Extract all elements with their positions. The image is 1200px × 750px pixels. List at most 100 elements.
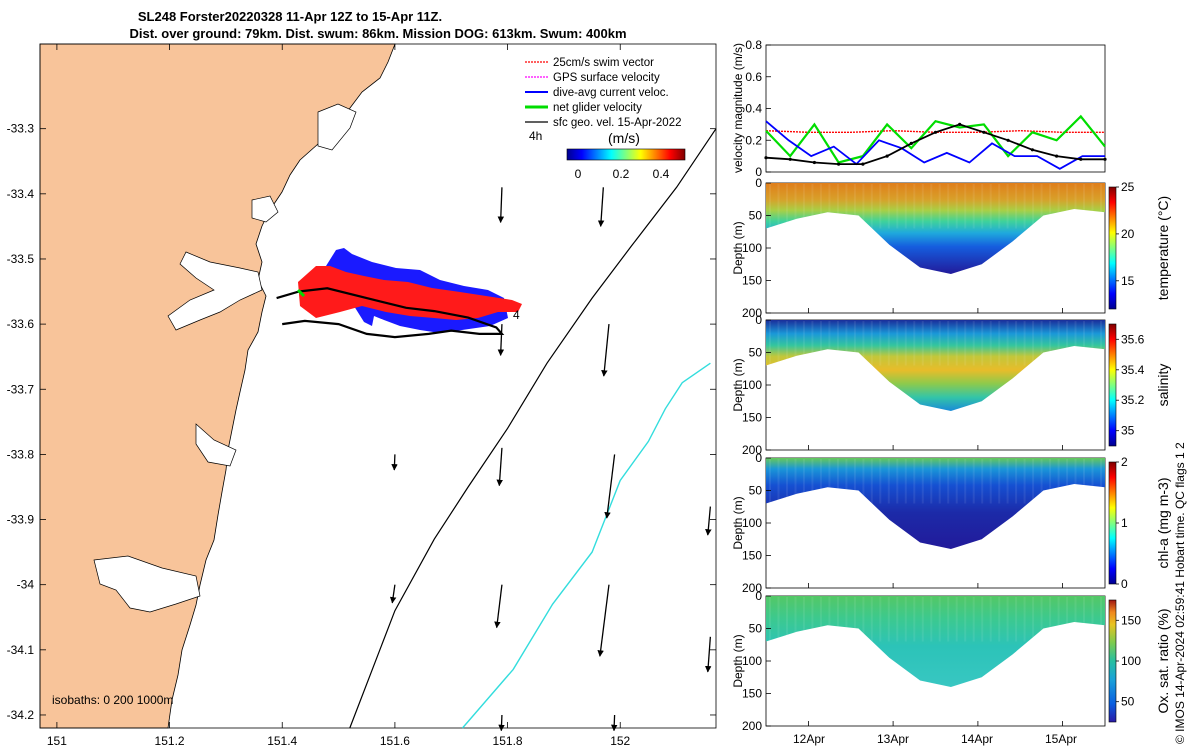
title-line-1: SL248 Forster20220328 11-Apr 12Z to 15-A… <box>138 9 442 24</box>
legend-gps-label: GPS surface velocity <box>553 72 660 84</box>
track-label: 4 <box>513 308 520 322</box>
velocity-series <box>764 114 1107 170</box>
section-ylabel: Depth (m) <box>731 634 745 687</box>
map-y-axis: -33.3 -33.4 -33.5 -33.6 -33.7 -33.8 -33.9 -34 -3… <box>7 122 716 722</box>
colorbar-tick-label: 0 <box>1121 577 1128 591</box>
section-colorbar <box>1108 186 1117 310</box>
section-y-tick-label: 150 <box>742 411 762 425</box>
section-y-tick-label: 50 <box>749 209 763 223</box>
geo-vector-arrow <box>597 584 610 657</box>
section-y-tick-label: 100 <box>742 241 762 255</box>
glider-track-line <box>276 287 505 339</box>
geo-vector-arrow <box>496 447 503 487</box>
geo-vector-arrow <box>601 324 610 377</box>
map-panel: 151 151.2 151.4 151.6 151.8 152 -33.3-33.4-33… <box>7 43 717 748</box>
section-y-tick-label: 100 <box>742 654 762 668</box>
section-y-tick-label: 0 <box>755 451 762 465</box>
colorbar-tick-label: 35.4 <box>1121 363 1145 377</box>
legend-swim-vector-label: 25cm/s swim vector <box>553 57 654 69</box>
title-line-2: Dist. over ground: 79km. Dist. swum: 86k… <box>129 26 626 41</box>
map-colorbar-title: (m/s) <box>608 130 640 146</box>
section-y-tick-label: 150 <box>742 549 762 563</box>
map-estuary <box>167 251 263 331</box>
velocity-point <box>1006 138 1010 142</box>
velocity-point <box>1055 154 1059 158</box>
colorbar-tick-label: 1 <box>1121 516 1128 530</box>
map-colorbar-tick: 0.4 <box>653 167 670 181</box>
map-y-tick-label: -34 <box>17 578 35 592</box>
section-data-fill <box>766 320 1105 411</box>
section-ylabel: Depth (m) <box>731 496 745 549</box>
isobath-1000m-line <box>461 362 711 729</box>
section-colorbar <box>1108 599 1117 723</box>
colorbar-tick-label: 100 <box>1121 654 1141 668</box>
section-y-tick-label: 150 <box>742 687 762 701</box>
geo-vector-arrow <box>389 584 397 604</box>
velocity-point <box>764 156 768 160</box>
section-colorbar <box>1108 461 1117 585</box>
section-ylabel: Depth (m) <box>731 221 745 274</box>
geo-vector-arrow <box>391 454 398 471</box>
geo-vector-arrow <box>597 187 605 227</box>
map-legend: 25cm/s swim vector GPS surface velocity … <box>525 57 686 181</box>
colorbar-tick-label: 150 <box>1121 613 1141 627</box>
map-colorbar-tick: 0 <box>575 167 582 181</box>
velocity-panel: 0 0.2 0.4 0.6 0.8 velocity magnitude (m/s) <box>731 38 1107 179</box>
section-colorbar-label: temperature (°C) <box>1155 196 1171 300</box>
map-y-tick-label: -34.2 <box>7 708 35 722</box>
velocity-y-tick-label: 0.6 <box>745 70 762 84</box>
map-x-axis: 151 151.2 151.4 151.6 151.8 152 <box>47 44 631 748</box>
section-y-tick-label: 200 <box>742 443 762 457</box>
credit-text: © IMOS 14-Apr-2024 02:59:41 Hobart time.… <box>1173 442 1187 744</box>
swim-vector-region <box>298 266 522 320</box>
section-y-tick-label: 100 <box>742 516 762 530</box>
velocity-series-line <box>765 120 1105 170</box>
map-y-tick-label: -33.8 <box>7 447 35 461</box>
time-tick-label: 14Apr <box>961 732 993 746</box>
map-y-tick-label: -34.1 <box>7 643 35 657</box>
section-y-tick-label: 50 <box>749 346 763 360</box>
velocity-y-tick-label: 0.8 <box>745 38 762 52</box>
velocity-y-tick-label: 0.4 <box>745 102 762 116</box>
time-tick-label: 12Apr <box>793 732 825 746</box>
isobath-200m-line <box>349 128 717 729</box>
time-tick-label: 15Apr <box>1045 732 1077 746</box>
geo-velocity-vectors <box>389 187 712 732</box>
map-colorbar <box>566 148 686 161</box>
velocity-point <box>861 162 865 166</box>
colorbar-tick-label: 35 <box>1121 424 1135 438</box>
map-x-tick-label: 151 <box>47 734 67 748</box>
map-x-tick-label: 151.8 <box>493 734 523 748</box>
velocity-y-tick-label: 0.2 <box>745 133 762 147</box>
velocity-point <box>812 160 817 165</box>
section-y-tick-label: 50 <box>749 484 763 498</box>
section-panel-temperature: 0 50 100 150 200 Depth (m) 25 20 15 temperature (… <box>731 176 1171 320</box>
velocity-ylabel: velocity magnitude (m/s) <box>731 43 745 173</box>
section-data-fill <box>766 458 1105 549</box>
legend-dive-current-label: dive-avg current veloc. <box>553 87 669 99</box>
section-y-tick-label: 100 <box>742 378 762 392</box>
geo-vector-arrow <box>497 324 505 356</box>
velocity-point <box>982 130 986 134</box>
map-y-tick-label: -33.9 <box>7 513 35 527</box>
section-y-tick-label: 200 <box>742 306 762 320</box>
section-y-tick-label: 50 <box>749 622 763 636</box>
velocity-y-axis: 0 0.2 0.4 0.6 0.8 <box>745 38 771 179</box>
map-y-tick-label: -33.5 <box>7 252 35 266</box>
velocity-point <box>958 122 962 126</box>
map-estuary <box>251 195 279 223</box>
isobaths-annotation: isobaths: 0 200 1000m <box>52 693 173 707</box>
map-y-tick-label: -33.7 <box>7 382 35 396</box>
section-y-tick-label: 150 <box>742 274 762 288</box>
colorbar-tick-label: 50 <box>1121 695 1135 709</box>
map-x-tick-label: 151.2 <box>155 734 185 748</box>
map-x-tick-label: 151.6 <box>380 734 410 748</box>
legend-net-velocity-label: net glider velocity <box>553 102 642 114</box>
section-y-tick-label: 0 <box>755 313 762 327</box>
velocity-series-line <box>765 114 1106 164</box>
geo-vector-arrow <box>604 454 616 519</box>
section-data-fill <box>766 596 1105 687</box>
colorbar-tick-label: 20 <box>1121 227 1135 241</box>
